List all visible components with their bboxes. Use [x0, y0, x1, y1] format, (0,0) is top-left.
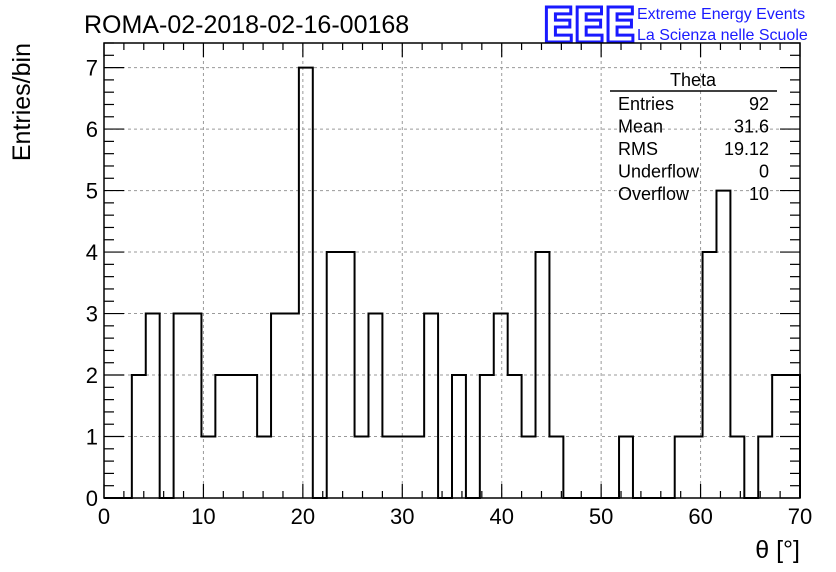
y-tick-label: 6 [86, 117, 98, 142]
x-tick-label: 50 [589, 504, 613, 529]
histogram-bin [271, 314, 285, 498]
histogram-bin [285, 314, 299, 498]
y-axis-ticks: 0 1 2 3 4 5 6 7 [86, 42, 800, 511]
histogram-bin [424, 314, 438, 498]
stats-row-value: 92 [749, 94, 769, 114]
histogram-bin [716, 191, 730, 498]
histogram-bin [355, 437, 369, 498]
histogram-bin [730, 437, 744, 498]
x-tick-label: 20 [291, 504, 315, 529]
histogram-bin [758, 437, 772, 498]
stats-box: Theta Entries 92 Mean 31.6 RMS 19.12 Underflow… [610, 70, 777, 204]
eee-logo-line2: La Scienza nelle Scuole [637, 27, 808, 44]
histogram-bin [188, 314, 202, 498]
y-tick-label: 5 [86, 179, 98, 204]
histogram-bin [549, 437, 563, 498]
histogram-bin [299, 68, 313, 498]
stats-row-label: RMS [618, 139, 658, 159]
histogram-bin [410, 437, 424, 498]
stats-row-label: Mean [618, 117, 663, 137]
histogram-bin [215, 375, 229, 498]
y-tick-label: 3 [86, 302, 98, 327]
y-axis-label: Entries/bin [8, 43, 36, 161]
stats-row-value: 0 [759, 162, 769, 182]
y-tick-label: 4 [86, 240, 98, 265]
stats-row-value: 10 [749, 184, 769, 204]
y-tick-label: 2 [86, 363, 98, 388]
chart-title: ROMA-02-2018-02-16-00168 [84, 11, 409, 39]
histogram-bin [257, 437, 271, 498]
histogram-bin [174, 314, 188, 498]
x-axis-label: θ [°] [755, 536, 800, 564]
histogram-bin [382, 437, 396, 498]
stats-title: Theta [670, 70, 717, 90]
eee-logo-line1: Extreme Energy Events [637, 6, 805, 23]
stats-row-value: 19.12 [724, 139, 769, 159]
histogram-bin [132, 375, 146, 498]
stats-row-label: Overflow [618, 184, 690, 204]
y-tick-label: 1 [86, 425, 98, 450]
histogram-bars [104, 66, 801, 499]
histogram-bin [480, 375, 494, 498]
stats-row-label: Entries [618, 94, 674, 114]
histogram-bin [675, 437, 689, 498]
x-tick-label: 60 [688, 504, 712, 529]
histogram-bin [368, 314, 382, 498]
x-tick-label: 10 [191, 504, 215, 529]
x-axis-ticks: 0 10 20 30 40 50 60 70 [98, 43, 812, 529]
histogram-outline [104, 66, 801, 499]
stats-row-value: 31.6 [734, 117, 769, 137]
histogram-bin [522, 437, 536, 498]
stats-rows: Entries 92 Mean 31.6 RMS 19.12 Underflow 0 Overf… [618, 94, 769, 204]
eee-logo-mark: EEE [542, 0, 634, 54]
y-tick-label: 0 [86, 486, 98, 511]
x-tick-label: 40 [489, 504, 513, 529]
x-tick-label: 30 [390, 504, 414, 529]
histogram-bin [146, 314, 160, 498]
histogram-bin [494, 314, 508, 498]
stats-row-label: Underflow [618, 162, 700, 182]
plot-frame [103, 42, 801, 499]
x-tick-label: 70 [788, 504, 812, 529]
histogram-bin [619, 437, 633, 498]
histogram-bin [396, 437, 410, 498]
y-tick-label: 7 [86, 56, 98, 81]
x-tick-label: 0 [98, 504, 110, 529]
eee-logo: EEE Extreme Energy Events La Scienza nel… [541, 0, 808, 56]
